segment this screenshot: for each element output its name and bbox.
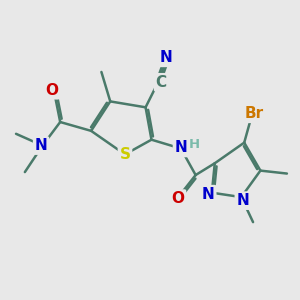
Text: H: H [189,138,200,151]
Text: N: N [160,50,172,65]
Text: O: O [172,191,184,206]
Text: O: O [45,83,58,98]
Text: S: S [119,147,130,162]
Text: C: C [156,75,167,90]
Text: N: N [175,140,187,155]
Text: N: N [202,187,215,202]
Text: N: N [236,193,249,208]
Text: Br: Br [244,106,263,121]
Text: N: N [35,138,47,153]
